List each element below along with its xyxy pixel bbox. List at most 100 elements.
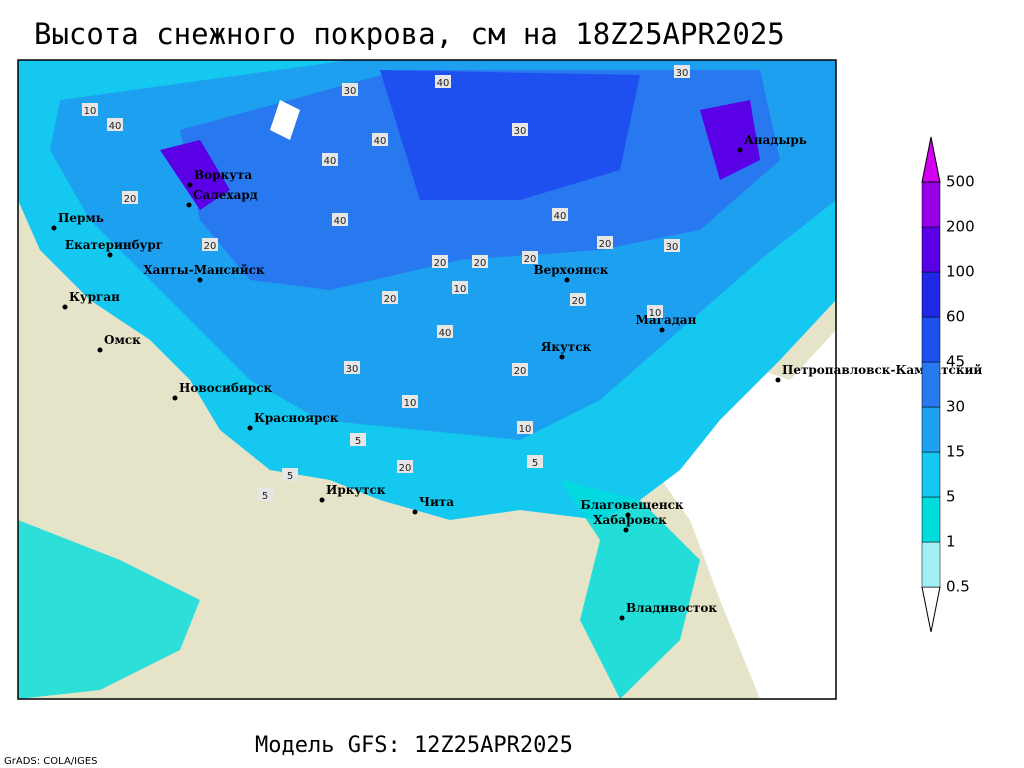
contour-label-box	[435, 75, 451, 88]
contour-label-box	[664, 239, 680, 252]
contour-label-box	[107, 118, 123, 131]
contour-label-box	[647, 305, 663, 318]
city-label: Воркута	[194, 168, 252, 182]
colorbar-box	[921, 181, 941, 228]
contour-label: 30	[514, 126, 527, 137]
contour-label: 5	[532, 458, 538, 469]
city-label: Владивосток	[626, 601, 717, 615]
contour-label-box	[472, 255, 488, 268]
colorbar-box	[921, 226, 941, 273]
contour-label: 10	[404, 398, 417, 409]
colorbar-box	[921, 271, 941, 318]
colorbar-box	[921, 316, 941, 363]
contour-label: 30	[666, 242, 679, 253]
contour-label: 10	[454, 284, 467, 295]
city-dot	[619, 615, 625, 621]
colorbar-label: 200	[946, 218, 975, 236]
city-label: Салехард	[193, 188, 258, 202]
city-dot	[659, 327, 665, 333]
contour-label-box	[382, 291, 398, 304]
contour-label-box	[452, 281, 468, 294]
contour-label-box	[350, 433, 366, 446]
snow-area	[18, 520, 200, 699]
colorbar-triangle	[921, 136, 941, 183]
city-dot	[247, 425, 253, 431]
colorbar-label: 5	[946, 488, 956, 506]
contour-label-box	[344, 361, 360, 374]
contour-label: 20	[124, 194, 137, 205]
contour-label: 20	[384, 294, 397, 305]
contour-label-box	[372, 133, 388, 146]
contour-label-box	[402, 395, 418, 408]
city-dot	[172, 395, 178, 401]
city-label: Якутск	[541, 340, 592, 354]
city-dot	[187, 182, 193, 188]
contour-label-box	[397, 460, 413, 473]
city-dot	[97, 347, 103, 353]
city-dot	[623, 527, 629, 533]
contour-label: 30	[676, 68, 689, 79]
contour-label-box	[527, 455, 543, 468]
contour-label: 40	[374, 136, 387, 147]
city-label: Новосибирск	[179, 381, 272, 395]
contour-label-box	[674, 65, 690, 78]
contour-label: 20	[524, 254, 537, 265]
colorbar-label: 100	[946, 263, 975, 281]
contour-label: 20	[572, 296, 585, 307]
contour-label-box	[82, 103, 98, 116]
colorbar-triangle	[921, 586, 941, 633]
contour-label-box	[570, 293, 586, 306]
city-dot	[625, 512, 631, 518]
snow-area	[700, 100, 760, 180]
city-label: Ханты-Мансийск	[143, 263, 265, 277]
contour-label: 10	[84, 106, 97, 117]
city-dot	[559, 354, 565, 360]
colorbar-box	[921, 406, 941, 453]
contour-label: 10	[649, 308, 662, 319]
city-dot	[186, 202, 192, 208]
colorbar-box	[921, 361, 941, 408]
city-label: Благовещенск	[580, 498, 684, 512]
title: Высота снежного покрова, см на 18Z25APR2…	[34, 17, 785, 51]
city-dot	[197, 277, 203, 283]
snow-area	[560, 480, 700, 699]
city-label: Иркутск	[326, 483, 386, 497]
contour-label: 20	[514, 366, 527, 377]
contour-label: 40	[437, 78, 450, 89]
city-dot	[51, 225, 57, 231]
contour-label-box	[202, 238, 218, 251]
colorbar-label: 45	[946, 353, 965, 371]
contour-label: 5	[287, 471, 293, 482]
colorbar-label: 0.5	[946, 578, 970, 596]
contour-label: 40	[109, 121, 122, 132]
contour-labels: 10 30 40 30 30 40 40 20 20 20 40 20 20 30 10 40 20 20 10 30…	[82, 65, 690, 502]
colorbar-label: 1	[946, 533, 956, 551]
contour-label: 20	[204, 241, 217, 252]
footer: Модель GFS: 12Z25APR2025	[255, 733, 573, 758]
city-dot	[107, 252, 113, 258]
city-label: Курган	[69, 290, 120, 304]
colorbar-label: 15	[946, 443, 965, 461]
contour-label-box	[522, 251, 538, 264]
snow-area	[380, 70, 640, 200]
contour-label-box	[282, 468, 298, 481]
contour-label: 40	[334, 216, 347, 227]
contour-label-box	[322, 153, 338, 166]
city-label: Екатеринбург	[65, 238, 163, 252]
map-frame	[17, 59, 837, 700]
city-label: Красноярск	[254, 411, 339, 425]
contour-label: 40	[324, 156, 337, 167]
snow-area	[160, 140, 230, 210]
city-dot	[775, 377, 781, 383]
contour-label: 5	[262, 491, 268, 502]
colorbar-label: 500	[946, 173, 975, 191]
contour-label: 20	[474, 258, 487, 269]
contour-label-box	[332, 213, 348, 226]
contour-label-box	[342, 83, 358, 96]
colorbar-box	[921, 496, 941, 543]
colorbar-label: 30	[946, 398, 965, 416]
city-dot	[564, 277, 570, 283]
